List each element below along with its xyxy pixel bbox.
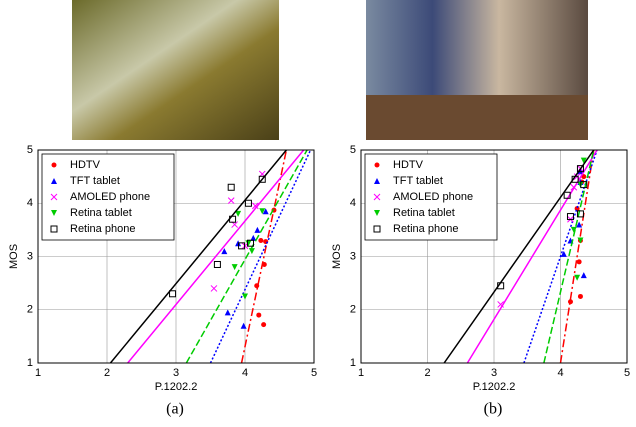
y-tick-label: 5: [27, 144, 33, 156]
legend-marker: [52, 163, 57, 168]
legend-label: Retina tablet: [70, 207, 132, 219]
y-tick-label: 4: [27, 197, 33, 209]
x-tick-label: 1: [35, 367, 41, 379]
point: [258, 238, 263, 243]
point: [262, 262, 267, 267]
point: [577, 259, 582, 264]
x-tick-label: 4: [557, 367, 563, 379]
x-tick-label: 1: [358, 367, 364, 379]
photo: [72, 0, 279, 140]
x-tick-label: 5: [624, 367, 630, 379]
y-tick-label: 2: [350, 304, 356, 316]
legend-label: TFT tablet: [393, 175, 443, 187]
legend-marker: [375, 163, 380, 168]
legend-label: AMOLED phone: [70, 191, 150, 203]
legend-label: Retina tablet: [393, 207, 455, 219]
legend-label: HDTV: [393, 159, 424, 171]
y-tick-label: 2: [27, 304, 33, 316]
point: [568, 299, 573, 304]
caption: (b): [484, 401, 503, 418]
point: [254, 283, 259, 288]
y-axis-label: MOS: [331, 244, 343, 269]
x-tick-label: 4: [242, 367, 248, 379]
legend-label: TFT tablet: [70, 175, 120, 187]
y-tick-label: 5: [350, 144, 356, 156]
y-axis-label: MOS: [8, 244, 20, 269]
x-axis-label: P.1202.2: [155, 381, 198, 393]
x-tick-label: 5: [311, 367, 317, 379]
x-tick-label: 2: [424, 367, 430, 379]
x-axis-label: P.1202.2: [473, 381, 516, 393]
legend-label: Retina phone: [70, 223, 135, 235]
y-tick-label: 1: [27, 357, 33, 369]
point: [261, 322, 266, 327]
point: [256, 313, 261, 318]
y-tick-label: 3: [350, 250, 356, 262]
figure: 1 2 3 4 5 1 2 3 4 5 P.1202.2 MOS (a) HDTV TFT tablet AM…: [0, 0, 636, 427]
legend-label: AMOLED phone: [393, 191, 473, 203]
x-tick-label: 3: [173, 367, 179, 379]
photo-table: [366, 95, 588, 140]
y-tick-label: 3: [27, 250, 33, 262]
caption: (a): [166, 401, 184, 418]
x-tick-label: 2: [104, 367, 110, 379]
x-tick-label: 3: [491, 367, 497, 379]
point: [578, 294, 583, 299]
y-tick-label: 1: [350, 357, 356, 369]
y-tick-label: 4: [350, 197, 356, 209]
legend-label: Retina phone: [393, 223, 458, 235]
legend-label: HDTV: [70, 159, 101, 171]
